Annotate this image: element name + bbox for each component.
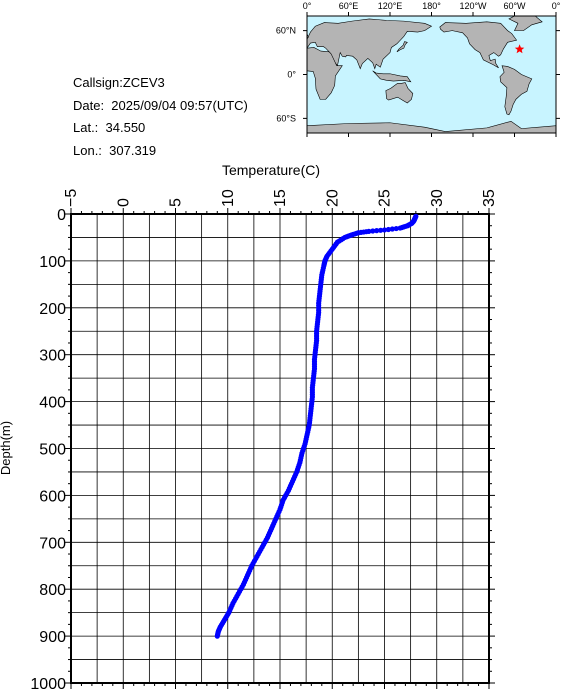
land-indonesia	[372, 70, 412, 83]
y-tick-label: 200	[39, 301, 66, 318]
data-point-interp	[377, 227, 384, 233]
chart-ticks	[65, 208, 495, 689]
x-tick-label: 30	[429, 189, 446, 207]
x-tick-label: 0	[115, 198, 132, 207]
data-point-interp	[374, 228, 380, 234]
x-axis-label: Temperature(C)	[222, 162, 320, 178]
map-lon-label: 0°	[303, 1, 312, 11]
x-tick-label: 25	[377, 189, 394, 207]
land-africa	[306, 47, 343, 100]
map-lon-label: 60°E	[339, 1, 359, 11]
y-tick-label: 500	[39, 442, 66, 459]
y-tick-label: 900	[39, 629, 66, 646]
x-tick-label: 15	[272, 189, 289, 207]
y-tick-label: 800	[39, 582, 66, 599]
y-tick-label: 300	[39, 348, 66, 365]
x-tick-label: −5	[63, 189, 80, 207]
land-australia	[385, 82, 414, 104]
latitude-label: Lat.: 34.550	[73, 120, 146, 135]
location-map: 0° 60°E 120°E 180° 120°W 60°W 0° 60°N 0° 60°S	[276, 1, 561, 137]
land-japan	[396, 41, 408, 53]
longitude-label: Lon.: 307.319	[73, 142, 157, 158]
y-tick-label: 100	[39, 254, 66, 271]
y-axis-label: Depth(m)	[0, 421, 13, 475]
y-tick-labels: 0 100 200 300 400 500 600 700 800 900 1000	[30, 207, 66, 690]
data-point-interp	[393, 225, 399, 232]
station-info: Callsign:ZCEV3 Date: 2025/09/04 09:57(UT…	[73, 72, 248, 162]
x-tick-label: 35	[481, 189, 498, 207]
map-lat-label: 60°S	[276, 113, 296, 123]
data-point	[214, 633, 220, 639]
map-lon-label: 120°E	[378, 1, 403, 11]
data-point	[397, 225, 403, 231]
land-north-america	[439, 21, 518, 69]
land-south-america	[499, 65, 533, 116]
x-tick-label: 10	[220, 189, 237, 207]
map-latitude-labels: 60°N 0° 60°S	[276, 26, 297, 124]
y-tick-label: 0	[57, 207, 66, 224]
map-lat-label: 60°N	[276, 26, 296, 36]
y-tick-label: 1000	[30, 676, 66, 690]
map-lon-label: 120°W	[459, 1, 487, 11]
star-icon	[514, 44, 525, 54]
data-point	[381, 227, 388, 233]
map-lon-label: 60°W	[503, 1, 526, 11]
data-point-interp	[370, 228, 376, 234]
map-lon-label: 180°	[422, 1, 441, 11]
data-point-interp	[389, 226, 395, 232]
x-tick-label: 20	[324, 189, 341, 207]
callsign-label: Callsign:ZCEV3	[73, 75, 165, 90]
map-lat-label: 0°	[287, 70, 296, 80]
map-ticks	[303, 12, 560, 137]
temperature-series	[214, 213, 419, 639]
map-land	[306, 15, 557, 134]
x-tick-label: 5	[168, 198, 185, 207]
x-tick-labels: −5 0 5 10 15 20 25 30 35	[63, 189, 498, 207]
y-tick-label: 400	[39, 395, 66, 412]
data-point-interp	[385, 226, 392, 233]
y-tick-label: 700	[39, 535, 66, 552]
chart-grid	[71, 214, 489, 683]
map-lon-label: 0°	[552, 1, 561, 11]
y-tick-label: 600	[39, 488, 66, 505]
date-label: Date: 2025/09/04 09:57(UTC)	[73, 97, 248, 113]
map-longitude-labels: 0° 60°E 120°E 180° 120°W 60°W 0°	[303, 1, 561, 11]
